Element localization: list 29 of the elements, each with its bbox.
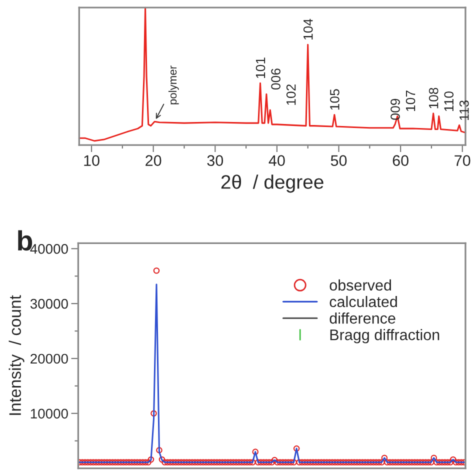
legend-label: observed (330, 279, 391, 291)
x-tick-label: 30 (207, 155, 224, 166)
text: b (18, 230, 32, 251)
y-tick-label: 20000 (30, 354, 68, 364)
x-tick-label: 40 (268, 155, 285, 166)
annotation: 104 (303, 18, 313, 40)
annotation: 110 (444, 91, 454, 112)
annotation: 101 (256, 58, 266, 78)
y-axis-title: Intensity / count (8, 295, 24, 415)
y-tick-label: 30000 (30, 298, 68, 309)
annotation: 102 (286, 84, 296, 105)
y-tick-label: 40000 (30, 244, 68, 254)
y-tick-label: 10000 (30, 408, 68, 419)
annotation: 113 (459, 100, 469, 120)
annotation: 009 (390, 98, 400, 120)
annotation: 107 (406, 90, 416, 112)
legend-label: difference (330, 312, 396, 324)
annotation: 006 (271, 68, 280, 90)
x-tick-label: 10 (84, 155, 100, 166)
x-tick-label: 50 (330, 155, 347, 166)
x-tick-label: 70 (454, 155, 470, 166)
annotation: polymer (168, 66, 179, 104)
annotation: 105 (330, 89, 340, 110)
annotation: 108 (428, 88, 438, 108)
legend-label: calculated (330, 296, 397, 308)
legend-label: Bragg diffraction (330, 329, 440, 344)
x-tick-label: 20 (146, 155, 162, 166)
x-tick-label: 60 (392, 155, 408, 166)
x-axis-title: 2θ / degree (221, 174, 324, 193)
